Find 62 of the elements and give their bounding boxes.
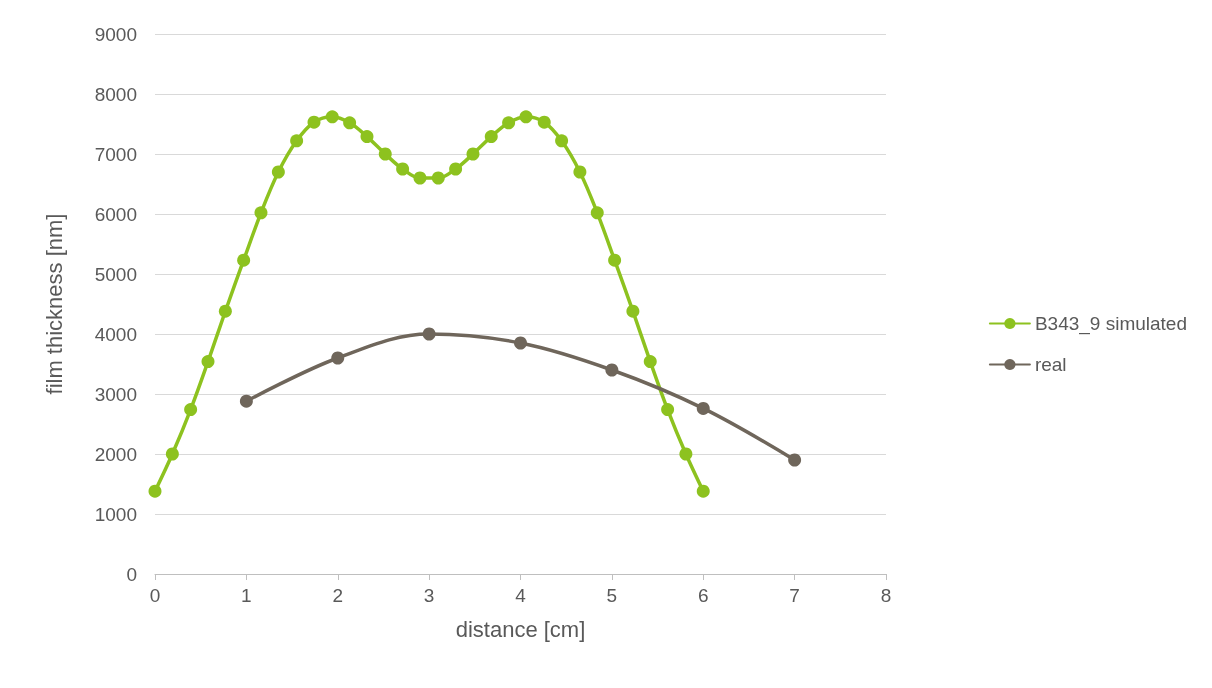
point bbox=[184, 403, 198, 417]
point bbox=[679, 447, 693, 461]
point bbox=[608, 253, 622, 267]
y-tick-label: 0 bbox=[126, 563, 137, 585]
point bbox=[271, 165, 285, 179]
point bbox=[239, 394, 253, 408]
point bbox=[431, 171, 445, 185]
x-tick-label: 2 bbox=[332, 585, 344, 606]
point bbox=[502, 116, 516, 130]
point bbox=[165, 447, 179, 461]
point bbox=[449, 162, 463, 176]
point bbox=[343, 116, 357, 130]
legend-label: B343_9 simulated bbox=[1034, 313, 1188, 335]
x-tick-label: 1 bbox=[241, 585, 252, 606]
point bbox=[331, 351, 345, 365]
x-tick-label: 6 bbox=[697, 585, 709, 606]
point bbox=[290, 134, 304, 148]
point bbox=[396, 162, 410, 176]
point bbox=[254, 206, 268, 220]
legend-label: real bbox=[1034, 354, 1067, 375]
point bbox=[307, 115, 321, 129]
x-tick-label: 8 bbox=[880, 585, 892, 606]
x-tick-label: 5 bbox=[606, 585, 618, 606]
y-tick-label: 2000 bbox=[94, 443, 137, 465]
y-tick-label: 6000 bbox=[94, 203, 137, 225]
y-tick-label: 5000 bbox=[94, 263, 137, 285]
point bbox=[413, 171, 427, 185]
y-tick-label: 8000 bbox=[94, 83, 137, 105]
point bbox=[537, 115, 551, 129]
point bbox=[422, 327, 436, 341]
point bbox=[788, 453, 802, 467]
y-axis-title: film thickness [nm] bbox=[41, 213, 67, 395]
x-tick-label: 0 bbox=[149, 585, 161, 606]
point bbox=[237, 253, 251, 267]
point bbox=[148, 484, 162, 498]
x-tick-label: 3 bbox=[423, 585, 435, 606]
x-tick-label: 4 bbox=[515, 585, 527, 606]
point bbox=[696, 401, 710, 415]
y-tick-label: 4000 bbox=[94, 323, 137, 345]
point bbox=[696, 484, 710, 498]
point bbox=[218, 304, 232, 318]
y-tick-label: 9000 bbox=[94, 23, 137, 45]
point bbox=[466, 147, 480, 161]
point bbox=[573, 165, 587, 179]
point bbox=[590, 206, 604, 220]
point bbox=[605, 363, 619, 377]
point bbox=[325, 110, 339, 124]
point bbox=[555, 134, 569, 148]
y-tick-label: 1000 bbox=[94, 503, 137, 525]
point bbox=[378, 147, 392, 161]
x-tick-label: 7 bbox=[789, 585, 800, 606]
point bbox=[201, 355, 215, 369]
point bbox=[519, 110, 533, 124]
y-tick-label: 7000 bbox=[94, 143, 137, 165]
point bbox=[360, 130, 374, 144]
point bbox=[661, 403, 675, 417]
point bbox=[484, 130, 498, 144]
point bbox=[514, 336, 527, 350]
y-tick-label: 3000 bbox=[94, 383, 137, 405]
point bbox=[643, 355, 657, 369]
x-axis-title: distance [cm] bbox=[455, 616, 586, 642]
point bbox=[626, 304, 640, 318]
